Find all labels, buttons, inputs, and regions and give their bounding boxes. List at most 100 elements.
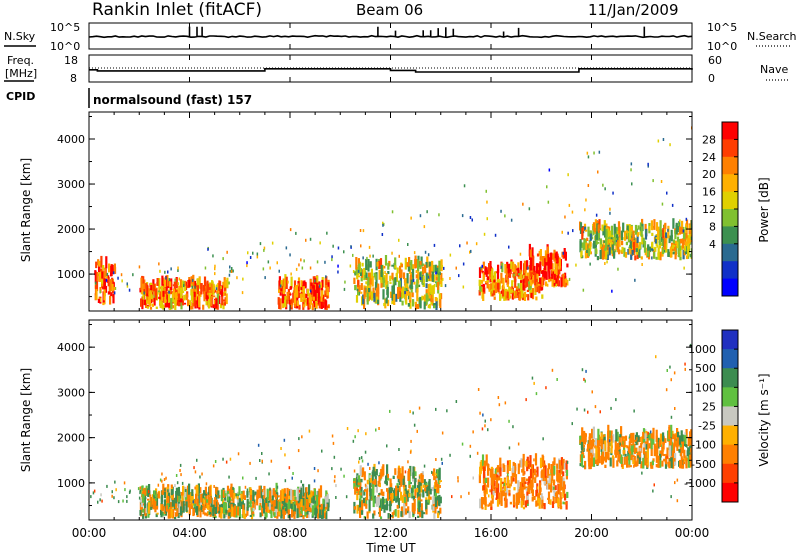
velocity-cell	[628, 447, 631, 453]
power-cell	[598, 228, 602, 231]
velocity-cell	[167, 495, 170, 504]
velocity-cell	[163, 506, 166, 513]
power-cell	[100, 255, 103, 268]
velocity-speckle	[92, 491, 95, 495]
velocity-cell	[563, 481, 566, 494]
power-speckle	[231, 267, 233, 270]
power-cell	[149, 302, 152, 307]
velocity-cell	[630, 432, 633, 444]
power-cell	[196, 296, 199, 309]
power-speckle	[256, 255, 259, 259]
power-cell	[674, 230, 677, 240]
power-cell	[281, 294, 284, 304]
power-colorbar-swatch	[722, 261, 738, 280]
power-speckle	[463, 184, 466, 188]
power-cell	[306, 288, 310, 297]
velocity-cell	[529, 455, 532, 468]
power-colorbar-tick-label: 4	[709, 238, 716, 251]
velocity-cell	[680, 430, 683, 441]
velocity-cell	[259, 512, 262, 518]
power-speckle	[504, 214, 506, 218]
power-cell	[543, 270, 546, 279]
velocity-cell	[169, 509, 172, 519]
power-cell	[226, 277, 229, 289]
power-cell	[96, 272, 99, 282]
power-cell	[665, 232, 668, 239]
power-speckle	[143, 291, 145, 295]
velocity-cell	[657, 437, 660, 449]
velocity-cell	[563, 463, 566, 469]
freq-tick-bottom: 8	[70, 72, 77, 85]
power-cell	[375, 289, 378, 298]
power-cell	[626, 225, 629, 232]
velocity-cell	[365, 496, 368, 506]
velocity-cell	[429, 488, 432, 495]
power-speckle	[165, 276, 167, 280]
velocity-cell	[663, 458, 666, 462]
velocity-speckle	[90, 495, 92, 499]
power-speckle	[395, 273, 398, 277]
power-cell	[662, 247, 665, 255]
power-cell	[601, 224, 604, 232]
velocity-cell	[198, 505, 201, 508]
power-cell	[539, 261, 542, 271]
velocity-cell	[553, 479, 556, 483]
power-cell	[662, 228, 665, 239]
nsky-label: N.Sky	[4, 30, 36, 43]
power-cell	[613, 237, 616, 246]
power-cell	[432, 264, 435, 267]
power-cell	[549, 276, 552, 282]
power-cell	[685, 229, 688, 239]
power-cell	[618, 237, 621, 247]
velocity-cell	[170, 508, 173, 518]
power-speckle	[214, 267, 216, 271]
velocity-speckle	[117, 500, 120, 504]
power-cell	[540, 285, 543, 291]
velocity-cell	[439, 507, 442, 514]
power-cell	[377, 283, 380, 294]
power-cell	[531, 288, 535, 300]
power-speckle	[290, 272, 292, 276]
velocity-cell	[668, 457, 671, 469]
power-cell	[354, 284, 357, 291]
power-speckle	[228, 273, 231, 277]
power-cell	[216, 293, 219, 305]
velocity-cell	[670, 424, 673, 437]
power-cell	[675, 240, 678, 246]
velocity-cell	[252, 511, 255, 515]
power-cell	[224, 279, 227, 292]
power-speckle	[548, 168, 551, 172]
velocity-cell	[535, 474, 538, 478]
velocity-cell	[682, 461, 686, 465]
power-cell	[399, 265, 402, 279]
power-cell	[109, 279, 112, 292]
velocity-speckle	[138, 496, 141, 500]
velocity-cell	[233, 492, 236, 499]
velocity-speckle	[533, 381, 535, 385]
velocity-cell	[427, 485, 430, 489]
power-speckle	[466, 241, 468, 245]
power-speckle	[183, 284, 185, 288]
power-cell	[278, 280, 281, 293]
velocity-cell	[286, 503, 289, 514]
power-cell	[544, 250, 547, 257]
velocity-cell	[198, 493, 201, 504]
power-cell	[283, 284, 286, 296]
velocity-cell	[546, 480, 549, 490]
power-cell	[178, 293, 181, 307]
power-cell	[279, 298, 282, 310]
power-speckle	[295, 231, 297, 235]
power-cell	[499, 297, 502, 301]
power-cell	[314, 278, 317, 289]
velocity-colorbar-tick-label: -1000	[684, 477, 716, 490]
velocity-colorbar-swatch	[722, 330, 738, 350]
velocity-cell	[152, 500, 155, 508]
velocity-colorbar-swatch	[722, 349, 738, 369]
power-cell	[101, 271, 104, 279]
velocity-speckle	[378, 427, 380, 430]
power-colorbar-swatch	[722, 156, 738, 175]
velocity-speckle	[674, 481, 676, 485]
power-cell	[417, 304, 420, 309]
power-cell	[513, 295, 516, 299]
